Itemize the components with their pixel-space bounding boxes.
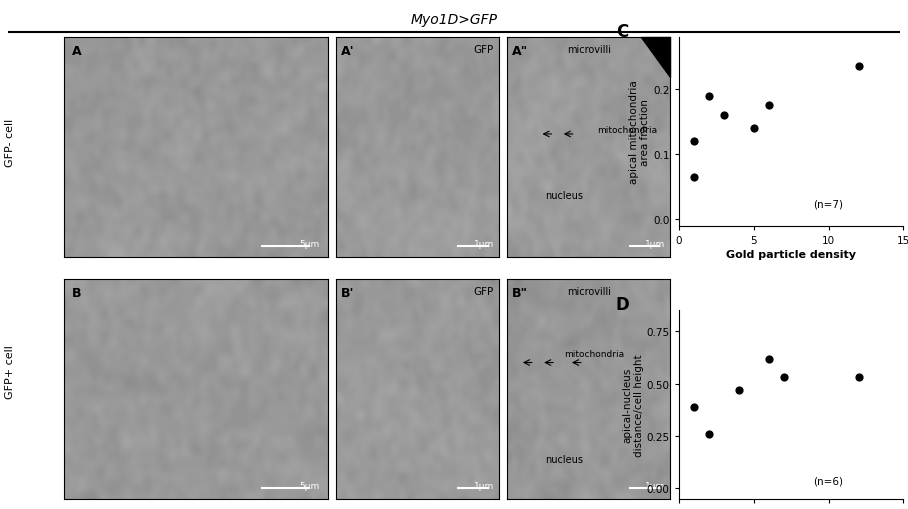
Point [761,355,775,363]
Text: Myo1D>GFP: Myo1D>GFP [410,13,498,26]
Point [851,374,865,382]
Text: (n=7): (n=7) [814,200,844,209]
Text: B": B" [512,286,528,299]
Text: microvilli: microvilli [567,286,611,296]
Point [686,403,701,411]
Text: 5μm: 5μm [300,240,320,249]
Text: A": A" [512,45,528,58]
Text: 1μm: 1μm [646,240,666,249]
Point [761,102,775,110]
Y-axis label: apical-nucleus
distance/cell height: apical-nucleus distance/cell height [622,354,644,456]
Text: B: B [72,286,81,299]
Text: (n=6): (n=6) [814,476,844,486]
Point [701,93,716,101]
Point [851,63,865,71]
Text: 1μm: 1μm [646,481,666,490]
Text: GFP- cell: GFP- cell [5,119,15,166]
Polygon shape [641,38,670,78]
Text: A': A' [340,45,354,58]
Text: mitochondria: mitochondria [597,126,657,135]
Point [776,374,791,382]
Text: mitochondria: mitochondria [564,350,624,359]
Point [746,125,761,133]
Text: nucleus: nucleus [545,191,583,201]
Text: A: A [72,45,81,58]
X-axis label: Gold particle density: Gold particle density [726,249,856,259]
Point [686,138,701,146]
Text: C: C [616,23,628,41]
Point [716,112,731,120]
Point [731,386,745,394]
Point [686,174,701,182]
Text: 1μm: 1μm [474,481,494,490]
Text: GFP+ cell: GFP+ cell [5,345,15,399]
Text: D: D [616,296,629,314]
Text: 5μm: 5μm [300,481,320,490]
Text: GFP: GFP [474,45,494,55]
Y-axis label: apical mitochondria
area fraction: apical mitochondria area fraction [629,80,650,184]
Text: GFP: GFP [474,286,494,296]
Text: B': B' [340,286,354,299]
Point [701,430,716,438]
Text: 1μm: 1μm [474,240,494,249]
Text: nucleus: nucleus [545,455,583,464]
Text: microvilli: microvilli [567,45,611,55]
